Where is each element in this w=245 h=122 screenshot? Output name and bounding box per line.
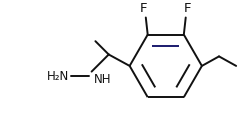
Text: NH: NH — [94, 73, 111, 86]
Text: H₂N: H₂N — [47, 70, 69, 83]
Text: F: F — [140, 2, 148, 15]
Text: F: F — [184, 2, 191, 15]
